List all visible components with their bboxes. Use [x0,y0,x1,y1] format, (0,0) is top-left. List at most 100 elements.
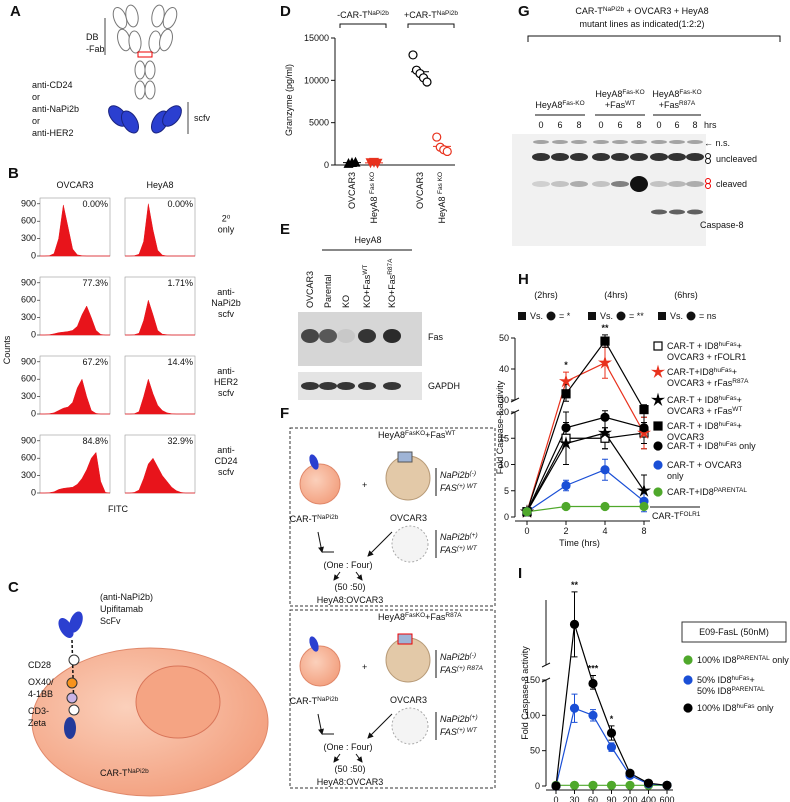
lane-label: 0 [656,120,661,130]
marker [600,412,610,422]
band-label: uncleaved [716,154,757,164]
label: CD28 [28,660,51,670]
text-part: NaPi2b [317,696,339,703]
band [358,382,376,390]
marker [653,487,663,497]
text-part: CAR-T + ID8 [667,341,719,351]
series-line [526,469,645,513]
marker [653,421,663,431]
fas-receptor [397,451,413,463]
text-part: (+) [470,532,478,539]
marker [561,480,571,491]
x-tick-label: 400 [641,795,656,802]
label: (One : Four) [323,560,372,570]
lane-label: 6 [557,120,562,130]
cd28 [66,677,78,689]
text-part: PARENTAL [732,686,766,693]
text-part: huFas [719,395,737,402]
text-part: KO+Fas [362,274,372,308]
text-part: CAR-T [290,514,318,524]
text-part: +Fas [605,100,626,110]
histogram [40,204,110,257]
text-part: only [667,471,684,481]
band [686,153,704,161]
band [337,382,355,390]
marker [683,675,693,685]
text-part: huFas [719,441,737,448]
arrow [317,713,324,735]
y-axis-label: Counts [2,335,12,364]
group-label: +FasWT [605,100,635,110]
marker [561,501,571,512]
label: FAS(+) R87A [440,665,483,675]
text-part: WT [362,265,369,275]
lane-label: 6 [674,120,679,130]
fc-domain [134,60,146,80]
y-tick-label: 10 [499,460,509,470]
band [687,209,703,215]
text-part: OVCAR3 [667,432,704,442]
band [551,181,569,187]
marker [588,710,598,720]
histogram [40,378,110,415]
panel-letter: A [10,3,21,20]
marker [606,742,617,752]
text-part: huFas [719,421,737,428]
marker [569,780,580,790]
text-part: CAR-T + ID8 [667,395,719,405]
text-part: OVCAR3 + rFOLR1 [667,352,746,362]
legend-note: CAR-TFOLR1 [652,511,701,521]
lane-label: OVCAR3 [305,271,315,308]
label: HeyA8FasKO+FasR87A [378,612,462,622]
text-part: FOLR1 [680,511,701,518]
marker [636,483,652,497]
marker [372,158,383,169]
legend-label: CAR-T + ID8huFas+ [667,421,742,431]
panel-letter: H [518,271,529,288]
x-tick-label: 4 [602,526,607,536]
label: + [362,662,367,672]
band [650,153,668,161]
marker [653,441,663,451]
legend-label: 100% ID8PARENTAL only [697,655,789,665]
band-label: cleaved [716,179,747,189]
band [551,153,569,161]
panel-letter: B [8,165,19,182]
y-tick-label: 900 [21,435,36,445]
marker [597,355,613,369]
significance: ** [571,580,579,590]
y-tick-label: 50 [530,746,540,756]
series-line [526,432,645,513]
nucleus [135,665,221,739]
text-part: NaPi2b [317,514,339,521]
fas-receptor [397,633,413,645]
legend-symbol [658,312,666,320]
y-tick-label: 300 [21,470,36,480]
marker [639,423,649,433]
series-line [526,505,644,513]
legend-symbol [616,311,626,321]
marker [350,156,361,167]
x-tick-label: HeyA8 Fas KO [369,172,379,223]
band [668,181,686,187]
label: anti-HER2 [32,128,74,138]
x-tick-label: 200 [622,795,637,802]
bracket [527,35,781,42]
marker [432,132,442,142]
text-part: only [737,441,757,451]
label: Upifitamab [100,604,143,614]
lane-label: 8 [576,120,581,130]
band [571,140,587,144]
linker [137,51,153,58]
car [309,454,319,470]
marker [600,465,610,475]
fc-domain [144,60,156,80]
label: Zeta [28,718,46,728]
histogram [40,451,111,494]
marker [639,405,649,415]
series-line [526,362,645,512]
title: mutant lines as indicated(1:2:2) [579,19,704,29]
text-part: (+) WT [457,483,478,490]
fc-domain [134,80,146,100]
legend-label: CAR-T + OVCAR3 [667,460,742,470]
